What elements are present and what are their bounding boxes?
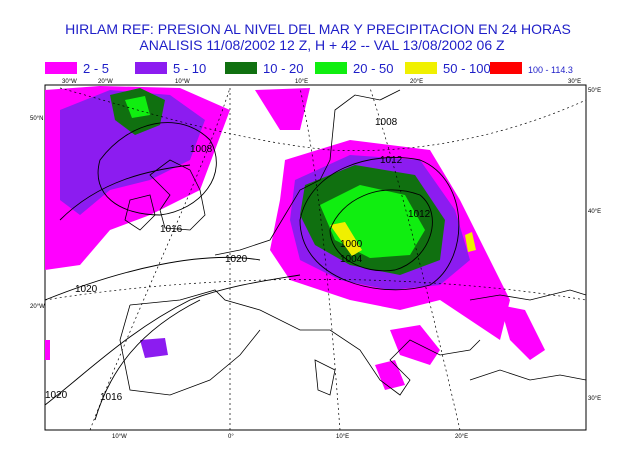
coastlines <box>119 89 587 396</box>
isobars <box>44 122 460 421</box>
precip-area <box>45 340 50 360</box>
lon-labels-top: 10°W <box>175 79 190 85</box>
precip-area <box>500 305 545 360</box>
isobar-labels: 1008 <box>190 144 213 155</box>
precip-area <box>390 325 440 365</box>
legend-swatch <box>315 62 347 74</box>
legend-swatch <box>405 62 437 74</box>
precip-area <box>60 90 205 215</box>
legend-label: 50 - 100 <box>443 61 491 76</box>
legend-swatch <box>225 62 257 74</box>
isobar-labels: 1020 <box>225 254 248 265</box>
lat-labels-right: 40°E <box>588 209 601 215</box>
isobar-labels: 1004 <box>340 254 363 265</box>
lon-labels-bottom: 0° <box>228 434 234 440</box>
isobar-labels: 1012 <box>380 155 403 166</box>
legend: 2 - 5 5 - 10 10 - 20 20 - 50 50 - 100 100 - 1… <box>45 61 573 76</box>
isobar-labels: 1000 <box>340 239 363 250</box>
legend-swatch <box>45 62 77 74</box>
lon-labels-top: 10°E <box>295 79 308 85</box>
legend-label: 2 - 5 <box>83 61 109 76</box>
isobar-labels: 1012 <box>408 209 431 220</box>
isobar-labels: 1016 <box>100 392 123 403</box>
lat-labels-left: 20°W <box>30 304 45 310</box>
precip-area <box>125 96 150 118</box>
lon-labels-top: 30°W <box>62 79 77 85</box>
legend-swatch <box>490 62 522 74</box>
legend-label: 100 - 114.3 <box>528 65 573 75</box>
legend-swatch <box>135 62 167 74</box>
lat-labels-right: 30°E <box>588 396 601 402</box>
lon-labels-bottom: 20°E <box>455 434 468 440</box>
lon-labels-bottom: 10°W <box>112 434 127 440</box>
legend-label: 5 - 10 <box>173 61 206 76</box>
legend-label: 10 - 20 <box>263 61 303 76</box>
lon-labels-bottom: 10°E <box>336 434 349 440</box>
isobar-labels: 1020 <box>45 390 68 401</box>
graticule <box>44 87 587 431</box>
lon-labels-top: 20°W <box>98 79 113 85</box>
lon-labels-top: 30°E <box>568 79 581 85</box>
isobar-labels: 1020 <box>75 284 98 295</box>
subtitle: ANALISIS 11/08/2002 12 Z, H + 42 -- VAL … <box>139 37 505 53</box>
title: HIRLAM REF: PRESION AL NIVEL DEL MAR Y P… <box>65 21 571 37</box>
precip-area <box>255 88 310 130</box>
precipitation <box>45 86 545 390</box>
map: 30°W 20°W 10°W 10°E 20°E 30°E 10°W 0° 10°E 20°E 50… <box>30 79 601 440</box>
map-labels: 30°W 20°W 10°W 10°E 20°E 30°E 10°W 0° 10°E 20°E 50… <box>30 79 601 440</box>
lat-labels-right: 50°E <box>588 88 601 94</box>
isobar-labels: 1016 <box>160 224 183 235</box>
precip-area <box>465 232 476 252</box>
legend-label: 20 - 50 <box>353 61 393 76</box>
lon-labels-top: 20°E <box>410 79 423 85</box>
precip-area <box>330 222 362 256</box>
precip-area <box>140 338 168 358</box>
lat-labels-left: 50°N <box>30 116 43 122</box>
isobar-labels: 1008 <box>375 117 398 128</box>
